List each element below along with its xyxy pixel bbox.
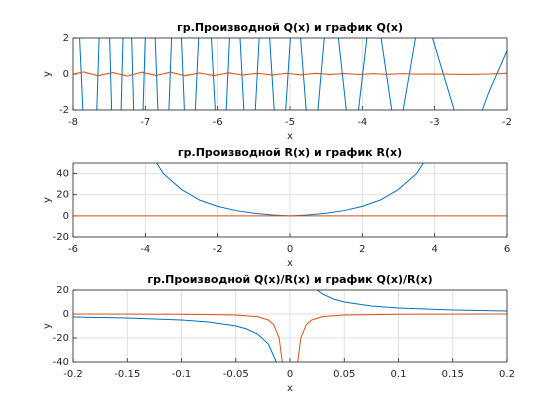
- series-line: [79, 38, 507, 110]
- y-tick-label: 2: [63, 33, 69, 44]
- axes-box: [72, 289, 508, 363]
- x-tick-label: 0.1: [391, 369, 407, 380]
- axes-title: гр.Производной R(x) и график R(x): [178, 146, 402, 159]
- axes-box: [72, 162, 508, 238]
- y-tick-label: 0: [63, 69, 69, 80]
- x-tick-label: -2: [502, 117, 512, 128]
- axes-title: гр.Производной Q(x)/R(x) и график Q(x)/R…: [147, 273, 432, 286]
- x-tick-label: 0: [287, 369, 293, 380]
- lines: [73, 38, 507, 110]
- x-axis-label: x: [287, 258, 293, 269]
- x-tick-label: 4: [431, 244, 437, 255]
- x-tick-label: 0.05: [333, 369, 355, 380]
- x-tick-label: -4: [140, 244, 150, 255]
- x-tick-label: -2: [213, 244, 223, 255]
- x-tick-label: -0.2: [63, 369, 83, 380]
- y-tick-label: 0: [63, 211, 69, 222]
- lines: [73, 290, 507, 362]
- y-tick-label: 20: [56, 285, 69, 296]
- x-tick-label: 0: [287, 244, 293, 255]
- y-tick-label: -2: [59, 105, 69, 116]
- x-tick-label: 0.15: [442, 369, 464, 380]
- axes-box: [72, 37, 508, 111]
- series-line: [73, 290, 507, 362]
- y-tick-label: 0: [63, 309, 69, 320]
- y-tick-label: 40: [56, 169, 69, 180]
- lines: [73, 163, 507, 217]
- series-line: [73, 71, 507, 77]
- y-axis-label: y: [42, 323, 53, 329]
- x-tick-label: -6: [68, 244, 78, 255]
- y-axis-label: y: [42, 197, 53, 203]
- x-tick-label: -0.1: [172, 369, 192, 380]
- x-tick-label: -8: [68, 117, 78, 128]
- x-tick-label: -4: [357, 117, 367, 128]
- x-tick-label: 2: [359, 244, 365, 255]
- x-tick-label: -3: [430, 117, 440, 128]
- y-tick-label: -40: [53, 357, 69, 368]
- x-tick-label: -5: [285, 117, 295, 128]
- series-line: [73, 313, 507, 362]
- axes: -0.2 -0.15 -0.1 -0.05 0 0.05 0.1 0.15 0.2 -40 -20 0…: [42, 273, 515, 394]
- y-tick-label: -20: [53, 232, 69, 243]
- x-tick-label: -6: [213, 117, 223, 128]
- y-tick-label: 20: [56, 190, 69, 201]
- axes-title: гр.Производной Q(x) и график Q(x): [177, 21, 403, 34]
- x-axis-label: x: [287, 383, 293, 394]
- x-tick-label: 6: [504, 244, 510, 255]
- y-tick-label: -20: [53, 333, 69, 344]
- x-tick-label: -0.05: [223, 369, 249, 380]
- x-tick-label: -7: [140, 117, 150, 128]
- axes: -8 -7 -6 -5 -4 -3 -2 -2 0 2 гр.Производной Q(x) и …: [42, 21, 512, 142]
- x-tick-label: -0.15: [114, 369, 140, 380]
- x-axis-label: x: [287, 131, 293, 142]
- y-axis-label: y: [42, 71, 53, 77]
- x-tick-label: 0.2: [499, 369, 515, 380]
